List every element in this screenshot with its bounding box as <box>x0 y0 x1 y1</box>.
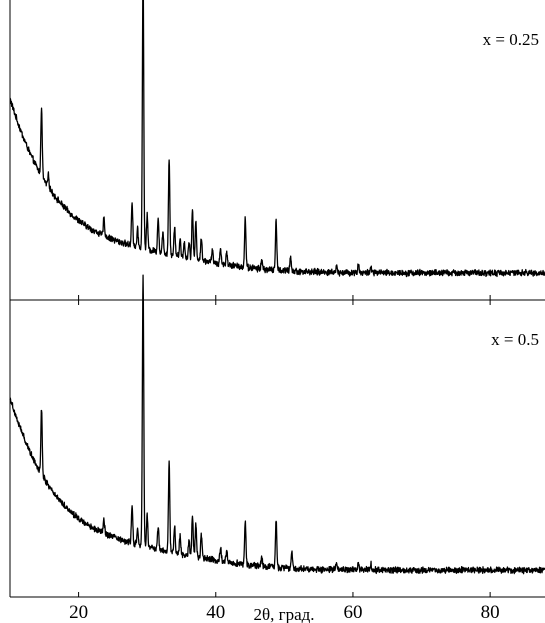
panel-top: x = 0.25 <box>9 0 545 278</box>
plot-frame <box>9 0 545 598</box>
x-tick-label: 40 <box>206 602 225 623</box>
x-tick-label: 20 <box>69 602 88 623</box>
x-tick-label: 60 <box>343 602 362 623</box>
panel-bottom: x = 0.5 <box>9 274 545 575</box>
x-axis: 20 40 60 80 <box>69 295 500 623</box>
x-tick-label: 80 <box>481 602 500 623</box>
xrd-pattern-line <box>9 274 545 575</box>
panel-label: x = 0.25 <box>483 30 539 49</box>
x-axis-title: 2θ, град. <box>253 605 314 623</box>
xrd-pattern-line <box>9 0 545 278</box>
panel-label: x = 0.5 <box>491 330 539 349</box>
